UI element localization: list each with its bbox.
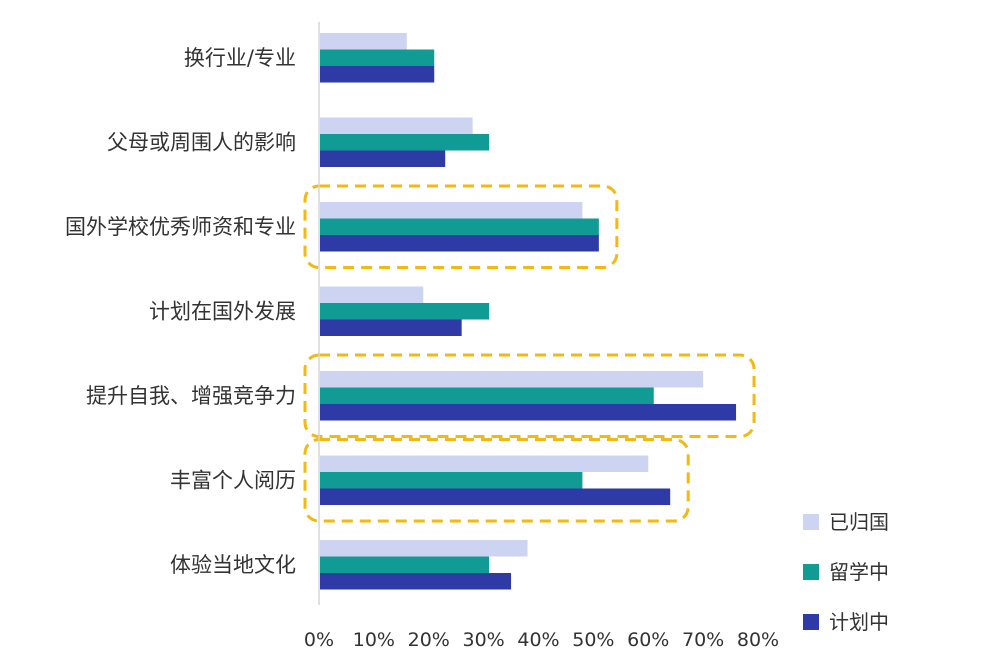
- category-label: 计划在国外发展: [149, 299, 296, 323]
- category-label: 国外学校优秀师资和专业: [65, 215, 296, 239]
- bar-3-cat-1: [320, 66, 435, 83]
- x-tick-label: 40%: [517, 629, 559, 651]
- x-tick-label: 70%: [682, 629, 724, 651]
- bar-2-cat-2: [320, 134, 490, 151]
- bar-1-cat-7: [320, 540, 528, 557]
- category-label: 丰富个人阅历: [170, 468, 296, 492]
- x-tick-label: 0%: [304, 629, 334, 651]
- highlight-box: [303, 353, 756, 438]
- x-tick-label: 30%: [463, 629, 505, 651]
- bar-3-cat-4: [320, 319, 462, 336]
- highlight-boxes: [303, 184, 756, 523]
- bar-3-cat-7: [320, 573, 512, 590]
- category-labels: 换行业/专业父母或周围人的影响国外学校优秀师资和专业计划在国外发展提升自我、增强…: [65, 46, 296, 577]
- x-tick-label: 10%: [353, 629, 395, 651]
- bar-1-cat-3: [320, 202, 583, 219]
- bar-2-cat-3: [320, 218, 599, 235]
- bar-2-cat-1: [320, 49, 435, 66]
- bar-3-cat-3: [320, 235, 599, 252]
- highlight-box: [303, 438, 690, 523]
- bar-2-cat-5: [320, 387, 654, 404]
- x-tick-label: 60%: [627, 629, 669, 651]
- x-tick-label: 80%: [737, 629, 779, 651]
- bar-3-cat-2: [320, 150, 446, 167]
- bar-1-cat-5: [320, 371, 704, 388]
- bar-3-cat-5: [320, 404, 737, 421]
- legend-swatch: [803, 514, 819, 530]
- category-label: 体验当地文化: [170, 553, 296, 577]
- bar-2-cat-7: [320, 556, 490, 573]
- bar-1-cat-1: [320, 33, 407, 50]
- x-tick-labels: 0% 10% 20% 30% 40% 50% 60% 70% 80%: [304, 629, 779, 651]
- category-label: 父母或周围人的影响: [107, 130, 296, 154]
- legend-label: 留学中: [829, 560, 889, 584]
- bar-2-cat-4: [320, 303, 490, 320]
- category-label: 提升自我、增强竞争力: [86, 384, 296, 408]
- bar-3-cat-6: [320, 488, 671, 505]
- x-tick-label: 20%: [408, 629, 450, 651]
- bar-1-cat-6: [320, 455, 649, 472]
- category-label: 换行业/专业: [184, 46, 296, 70]
- bar-1-cat-4: [320, 286, 424, 303]
- legend-label: 已归国: [829, 510, 889, 534]
- highlight-box: [303, 184, 619, 269]
- bar-1-cat-2: [320, 117, 473, 134]
- legend-label: 计划中: [829, 610, 889, 634]
- legend-swatch: [803, 614, 819, 630]
- legend-swatch: [803, 564, 819, 580]
- x-tick-label: 50%: [572, 629, 614, 651]
- bars: [320, 33, 737, 590]
- bar-2-cat-6: [320, 472, 583, 489]
